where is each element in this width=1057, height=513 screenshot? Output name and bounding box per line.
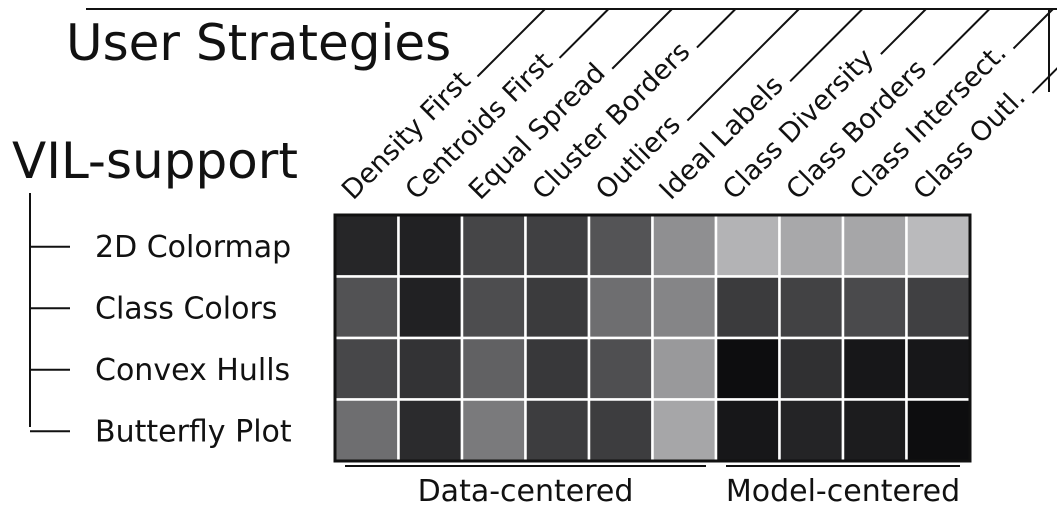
heatmap-cell bbox=[333, 398, 400, 463]
heatmap-cell bbox=[778, 398, 845, 463]
row-label: 2D Colormap bbox=[95, 230, 291, 265]
heatmap-cells bbox=[333, 213, 972, 463]
title-vil-support: VIL-support bbox=[12, 132, 298, 190]
row-label: Convex Hulls bbox=[95, 353, 290, 388]
heatmap-cell bbox=[651, 213, 718, 278]
column-connector bbox=[696, 8, 737, 49]
heatmap-cell bbox=[524, 213, 591, 278]
heatmap-cell bbox=[524, 275, 591, 340]
heatmap-cell bbox=[714, 336, 781, 401]
heatmap-cell bbox=[397, 275, 464, 340]
heatmap-cell bbox=[905, 275, 972, 340]
title-user-strategies: User Strategies bbox=[66, 14, 451, 72]
heatmap-cell bbox=[778, 275, 845, 340]
column-connector bbox=[1012, 8, 1054, 50]
heatmap-cell bbox=[333, 336, 400, 401]
heatmap-cell bbox=[905, 213, 972, 278]
column-connector bbox=[476, 8, 546, 78]
heatmap-cell bbox=[397, 398, 464, 463]
heatmap-cell bbox=[333, 275, 400, 340]
heatmap-cell bbox=[460, 336, 527, 401]
column-connector bbox=[789, 8, 864, 83]
heatmap-cell bbox=[460, 213, 527, 278]
heatmap-cell bbox=[778, 336, 845, 401]
heatmap-cell bbox=[524, 336, 591, 401]
heatmap-frame bbox=[333, 213, 972, 463]
heatmap-cell bbox=[905, 336, 972, 401]
heatmap-cell bbox=[587, 398, 654, 463]
row-label: Class Colors bbox=[95, 291, 277, 326]
heatmap-cell bbox=[841, 213, 908, 278]
heatmap-cell bbox=[778, 213, 845, 278]
column-connector bbox=[558, 8, 610, 59]
heatmap-cell bbox=[460, 275, 527, 340]
heatmap-cell bbox=[397, 336, 464, 401]
heatmap-cell bbox=[714, 398, 781, 463]
group-label: Data-centered bbox=[418, 474, 634, 509]
heatmap-cell bbox=[460, 398, 527, 463]
heatmap-cell bbox=[333, 213, 400, 278]
column-groups: Data-centered Model-centered bbox=[345, 465, 960, 509]
heatmap-cell bbox=[841, 336, 908, 401]
heatmap-cell bbox=[714, 213, 781, 278]
row-label: Butterfly Plot bbox=[95, 414, 292, 449]
heatmap-cell bbox=[905, 398, 972, 463]
heatmap-cell bbox=[587, 275, 654, 340]
heatmap-cell bbox=[397, 213, 464, 278]
heatmap-cell bbox=[587, 336, 654, 401]
column-connector bbox=[611, 8, 673, 70]
heatmap-cell bbox=[651, 275, 718, 340]
heatmap-cell bbox=[651, 398, 718, 463]
header-lines bbox=[86, 8, 1057, 92]
heatmap-cell bbox=[841, 275, 908, 340]
heatmap-cell bbox=[524, 398, 591, 463]
heatmap-cell bbox=[841, 398, 908, 463]
heatmap-cell bbox=[714, 275, 781, 340]
row-labels: 2D Colormap Class Colors Convex Hulls Butte… bbox=[30, 230, 292, 449]
column-connector bbox=[686, 8, 800, 122]
column-connector bbox=[1031, 67, 1057, 94]
group-label: Model-centered bbox=[726, 474, 960, 509]
column-connector bbox=[880, 8, 927, 55]
column-connector bbox=[932, 8, 991, 66]
heatmap-cell bbox=[651, 336, 718, 401]
heatmap-cell bbox=[587, 213, 654, 278]
